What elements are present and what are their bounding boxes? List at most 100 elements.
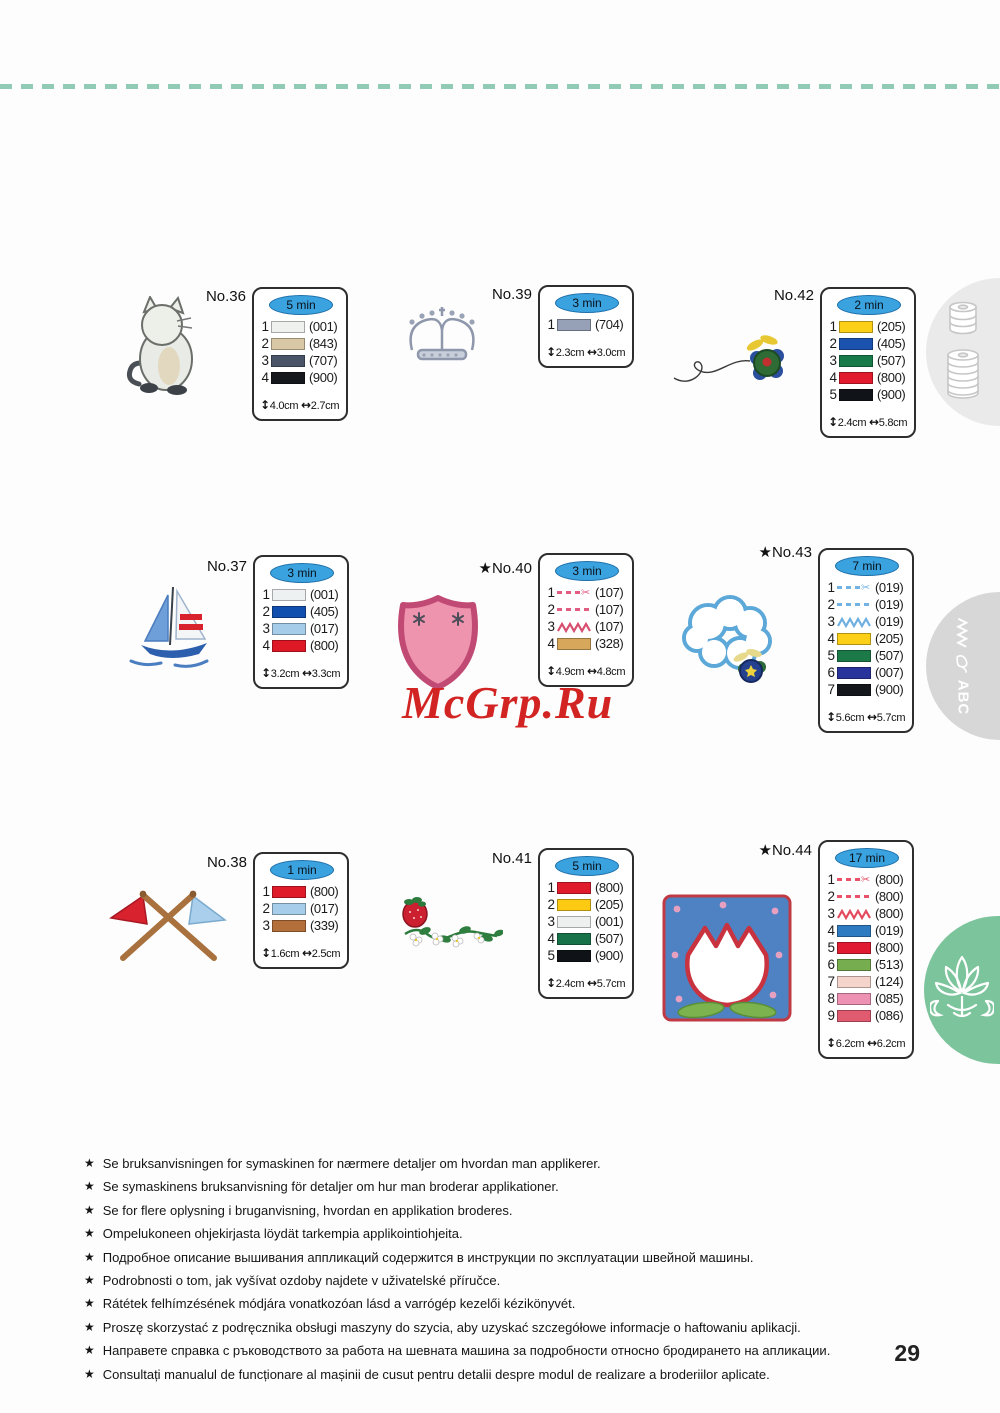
thread-color-swatch [837,1009,871,1022]
watermark: McGrp.Ru [402,677,614,728]
thread-color-code: (507) [877,353,906,368]
pattern-dimensions: ↕1.6cm ↔2.5cm [261,946,341,960]
color-row: 1 ✂ (019) [826,579,908,596]
width-arrow-icon: ↔ [868,415,879,429]
dash-stitch-icon [837,586,860,589]
color-row-number: 2 [262,901,270,916]
thread-color-swatch [557,898,591,911]
star-bullet-icon: ★ [84,1249,95,1264]
abc-tab-content: ABC [955,617,972,715]
thread-color-swatch [271,371,305,384]
color-table-38: 1 min 1 (800) 2 (017) 3 (339) ↕1.6cm ↔2.5cm [253,852,349,969]
color-row: 5 (800) [826,939,908,956]
color-row: 1 ✂ (107) [546,584,628,601]
color-row: 1 (001) [260,318,342,335]
footer-note-text: Se symaskinens bruksanvisning för detalj… [102,1179,559,1195]
footer-note: ★ Se bruksanvisningen for symaskinen for … [84,1152,934,1175]
footer-note-text: Podrobnosti o tom, jak vyšívat ozdoby na… [102,1273,501,1289]
pattern-label: No.37 [206,558,247,575]
thread-spools-icon [947,301,979,399]
thread-color-code: (017) [310,621,339,636]
color-row: 6 (513) [826,956,908,973]
pattern-41-strawberry-image [402,897,503,948]
thread-color-swatch [272,622,306,635]
tab-embroidery-patterns [924,916,1000,1064]
footer-note: ★ Ompelukoneen ohjekirjasta löydät tarkem… [84,1222,934,1245]
thread-color-swatch [837,958,871,971]
star-bullet-icon: ★ [84,1343,95,1358]
thread-color-code: (019) [875,580,904,595]
color-table-44: 17 min 1 ✂ (800) 2 (800) 3 (800) 4 (019) 5 (800) 6 (5… [818,840,914,1059]
color-table-42: 2 min 1 (205) 2 (405) 3 (507) 4 (800) 5 (900) ↕2.4c… [820,287,916,438]
color-table-39: 3 min 1 (704) ↕2.3cm ↔3.0cm [538,285,634,368]
footer-note: ★ Rátétek felhímzésének módjára vonatkozó… [84,1292,934,1315]
thread-color-swatch [557,318,591,331]
pattern-42-bee-image [673,335,784,382]
thread-color-swatch [837,649,871,662]
color-row-number: 2 [262,604,270,619]
color-row: 2 (405) [261,603,343,620]
color-row-number: 3 [547,914,555,929]
footer-note-text: Подробное описание вышивания аппликаций … [102,1249,754,1265]
color-row: 4 (800) [261,637,343,654]
color-row-number: 6 [827,665,835,680]
pattern-43-cloud-image [682,595,772,683]
color-row-number: 2 [547,602,555,617]
thread-color-swatch [557,881,591,894]
color-row: 4 (328) [546,635,628,652]
dash-stitch-icon [557,591,580,594]
color-row: 2 (800) [826,888,908,905]
color-row-number: 2 [829,336,837,351]
color-row-number: 4 [829,370,837,385]
thread-color-swatch [271,354,305,367]
thread-color-swatch [557,915,591,928]
color-row-number: 8 [827,991,835,1006]
color-table-36: 5 min 1 (001) 2 (843) 3 (707) 4 (900) ↕4.0cm ↔2.7… [252,287,348,421]
color-row: 4 (019) [826,922,908,939]
pattern-label: ★No.44 [758,842,812,859]
width-arrow-icon: ↔ [866,710,877,724]
dash-stitch-icon [837,895,871,898]
footer-note: ★ Se symaskinens bruksanvisning för detal… [84,1175,934,1198]
color-row-number: 4 [827,923,835,938]
thread-color-swatch [272,605,306,618]
height-arrow-icon: ↕ [826,710,836,724]
color-row: 3 (107) [546,618,628,635]
thread-color-code: (107) [595,619,624,634]
color-row-number: 9 [827,1008,835,1023]
height-arrow-icon: ↕ [261,946,271,960]
thread-color-swatch [272,885,306,898]
pattern-dimensions: ↕3.2cm ↔3.3cm [261,666,341,680]
color-row: 1 (001) [261,586,343,603]
color-row: 3 (017) [261,620,343,637]
pattern-36-cat-image [126,296,193,395]
color-row-number: 4 [262,638,270,653]
color-row: 2 (107) [546,601,628,618]
thread-color-swatch [839,337,873,350]
thread-color-swatch [839,388,873,401]
thread-color-code: (800) [875,889,904,904]
thread-color-code: (405) [877,336,906,351]
thread-color-code: (800) [875,906,904,921]
leaf-scroll-icon [957,654,969,673]
thread-color-swatch [272,639,306,652]
footer-note-text: Ompelukoneen ohjekirjasta löydät tarkemp… [102,1226,463,1242]
pattern-label: No.38 [206,854,247,871]
color-table-43: 7 min 1 ✂ (019) 2 (019) 3 (019) 4 (205) 5 (507) 6 (00… [818,548,914,733]
thread-color-code: (205) [875,631,904,646]
thread-color-code: (205) [877,319,906,334]
color-row: 6 (007) [826,664,908,681]
footer-notes: ★ Se bruksanvisningen for symaskinen for … [84,1152,934,1386]
star-bullet-icon: ★ [84,1156,95,1170]
thread-color-code: (800) [595,880,624,895]
color-row-number: 2 [261,336,269,351]
thread-color-swatch [557,949,591,962]
footer-note-text: Consultați manualul de funcționare al ma… [102,1366,770,1382]
height-arrow-icon: ↕ [260,398,270,412]
thread-color-code: (107) [595,585,624,600]
scissors-icon: ✂ [581,586,591,599]
thread-color-code: (800) [875,940,904,955]
thread-color-swatch [272,588,306,601]
thread-color-code: (800) [310,884,339,899]
color-row-number: 3 [829,353,837,368]
